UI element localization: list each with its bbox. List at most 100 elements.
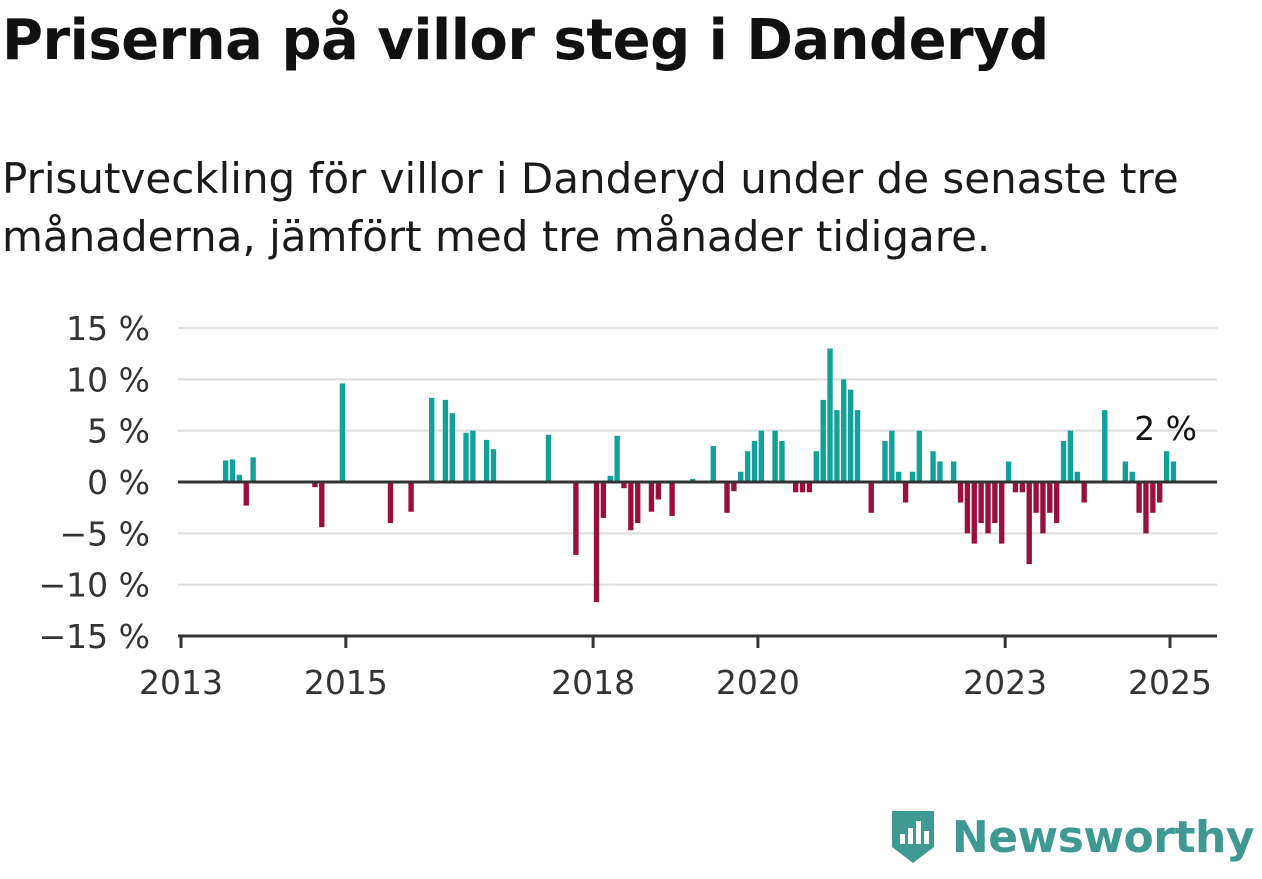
bar: [1143, 482, 1149, 534]
axes: [178, 480, 1217, 648]
x-tick-label: 2025: [1128, 663, 1212, 702]
bar: [813, 451, 819, 482]
bar: [710, 446, 716, 482]
bar: [916, 430, 922, 482]
bar: [868, 482, 874, 513]
bar: [744, 451, 751, 482]
bar: [689, 478, 696, 482]
bar: [669, 482, 675, 516]
bar: [758, 430, 765, 482]
bar: [312, 482, 318, 488]
bar: [1005, 461, 1012, 482]
bar: [1026, 482, 1032, 565]
bar: [236, 474, 243, 482]
bar: [1157, 482, 1163, 503]
bar: [896, 471, 902, 482]
bar: [985, 482, 991, 534]
y-tick-label: −5 %: [60, 514, 151, 553]
bar: [937, 461, 943, 482]
bar: [387, 482, 394, 524]
bar: [1067, 430, 1074, 482]
bar: [779, 440, 785, 482]
bar: [319, 482, 325, 528]
bar: [442, 399, 449, 482]
brand-name: Newsworthy: [951, 811, 1255, 863]
bar: [999, 482, 1005, 544]
bar: [854, 410, 861, 482]
bar: [930, 451, 936, 482]
bar: [621, 482, 627, 489]
bar: [1040, 482, 1046, 534]
bar: [243, 482, 249, 506]
brand-logo: Newsworthy: [888, 807, 1255, 867]
bar: [1019, 482, 1026, 493]
y-tick-label: 10 %: [66, 360, 150, 399]
bar: [799, 482, 806, 493]
bar: [1170, 461, 1177, 482]
y-tick-label: 5 %: [87, 412, 150, 451]
x-tick-label: 2015: [304, 663, 388, 702]
labels: 15 % 10 % 5 % 0 % −5 % −10 % −15 % 2013 2015 2018…: [39, 309, 1212, 702]
bar: [738, 471, 744, 482]
bar: [1054, 482, 1060, 524]
bar: [992, 482, 998, 524]
bar: [820, 399, 826, 482]
bar: [1074, 471, 1080, 482]
chart-title: Priserna på villor steg i Danderyd: [2, 8, 1049, 73]
bar: [971, 482, 977, 544]
x-tick-label: 2023: [963, 663, 1047, 702]
bar: [429, 397, 435, 482]
bar: [600, 482, 607, 518]
bar: [1163, 451, 1170, 482]
bar: [635, 482, 641, 524]
y-tick-label: −15 %: [39, 617, 151, 656]
y-tick-label: 15 %: [66, 309, 150, 348]
bar: [950, 461, 957, 482]
y-tick-label: 0 %: [87, 463, 150, 502]
bar: [1102, 410, 1108, 482]
bar: [607, 475, 613, 482]
y-tick-label: −10 %: [39, 566, 151, 605]
bar: [463, 432, 469, 482]
bar: [1129, 471, 1135, 482]
x-tick-label: 2018: [551, 663, 635, 702]
bar: [957, 482, 964, 503]
bar: [408, 482, 414, 512]
bar: [847, 389, 854, 482]
x-tick-label: 2013: [139, 663, 223, 702]
bar: [483, 439, 490, 482]
bar: [827, 348, 833, 482]
bar: [573, 482, 579, 555]
newsworthy-bar-chart-icon: [891, 811, 934, 863]
bar: [724, 482, 730, 513]
bar: [1033, 482, 1039, 513]
bar: [222, 460, 229, 482]
bar: [793, 482, 799, 493]
bar: [1012, 482, 1019, 493]
bar: [655, 482, 662, 500]
bar: [978, 482, 984, 524]
bar: [964, 482, 971, 534]
bar: [902, 482, 909, 503]
bar: [806, 482, 813, 493]
bar: [449, 413, 455, 482]
gridlines: [178, 327, 1217, 586]
bar: [648, 482, 655, 512]
bar: [614, 435, 620, 482]
x-tick-label: 2020: [716, 663, 800, 702]
bar: [339, 383, 346, 482]
bar: [470, 430, 476, 482]
bar: [909, 471, 916, 482]
bar: [1136, 482, 1142, 513]
bar: [751, 440, 758, 482]
bar: [1122, 461, 1129, 482]
chart-subtitle: Prisutveckling för villor i Danderyd und…: [2, 154, 1179, 261]
bar: [1047, 482, 1053, 513]
bar: [545, 434, 552, 482]
bars: [222, 348, 1177, 603]
end-value-label: 2 %: [1134, 409, 1197, 448]
bar: [834, 410, 840, 482]
bar: [889, 430, 895, 482]
bar: [841, 379, 847, 482]
